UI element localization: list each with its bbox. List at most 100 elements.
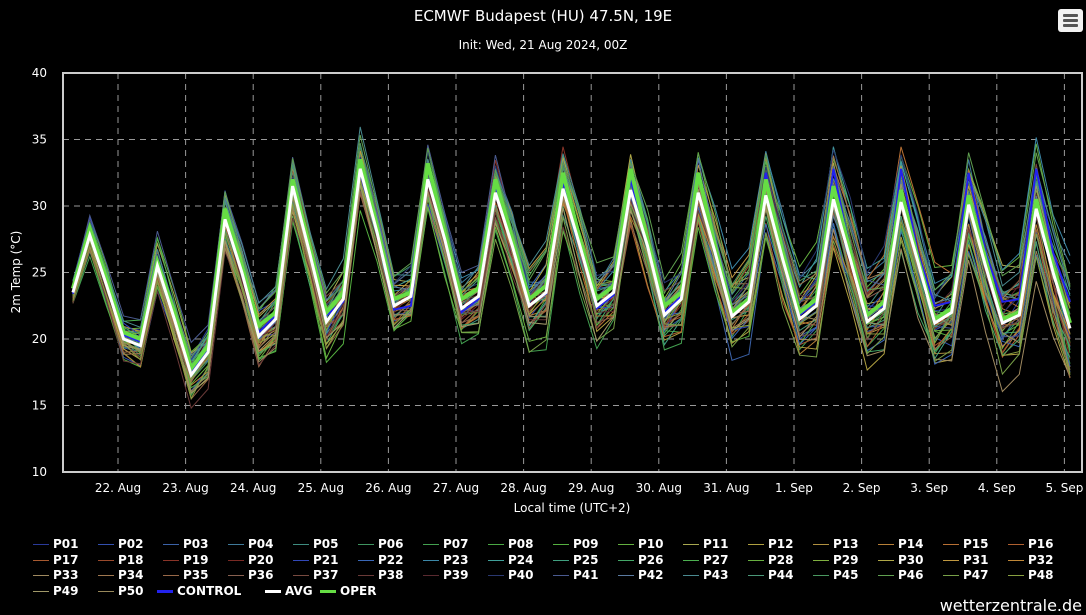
legend-swatch <box>98 575 114 576</box>
avg-line <box>71 168 1072 379</box>
legend-swatch <box>265 589 281 593</box>
legend-label: P45 <box>833 568 859 582</box>
legend-swatch <box>488 544 504 545</box>
legend-label: P10 <box>638 537 664 551</box>
legend-label: P34 <box>118 568 144 582</box>
legend-item-p50[interactable]: P50 <box>98 584 144 599</box>
legend-item-p25[interactable]: P25 <box>553 553 599 568</box>
chart-subtitle: Init: Wed, 21 Aug 2024, 00Z <box>458 38 628 52</box>
legend-label: P14 <box>898 537 924 551</box>
legend-item-p15[interactable]: P15 <box>943 537 989 552</box>
legend-item-p32[interactable]: P32 <box>1008 553 1054 568</box>
brand-watermark: wetterzentrale.de <box>939 596 1082 615</box>
x-tick-label: 30. Aug <box>636 481 682 495</box>
legend-item-p23[interactable]: P23 <box>423 553 469 568</box>
x-tick-label: 4. Sep <box>978 481 1016 495</box>
legend-item-p44[interactable]: P44 <box>748 568 794 583</box>
legend-item-p03[interactable]: P03 <box>163 537 209 552</box>
legend-item-p46[interactable]: P46 <box>878 568 924 583</box>
legend-item-p35[interactable]: P35 <box>163 568 209 583</box>
legend-item-p31[interactable]: P31 <box>943 553 989 568</box>
legend-item-p41[interactable]: P41 <box>553 568 599 583</box>
legend-label: P15 <box>963 537 989 551</box>
legend-item-p47[interactable]: P47 <box>943 568 989 583</box>
legend-swatch <box>1008 544 1024 545</box>
legend-swatch <box>748 559 764 561</box>
legend-item-p17[interactable]: P17 <box>33 553 79 568</box>
legend-item-p01[interactable]: P01 <box>33 537 79 552</box>
legend-swatch <box>618 575 634 576</box>
legend-item-p12[interactable]: P12 <box>748 537 794 552</box>
legend-item-p02[interactable]: P02 <box>98 537 144 552</box>
legend-swatch <box>683 544 699 545</box>
legend-label: P50 <box>118 583 144 598</box>
legend-item-p37[interactable]: P37 <box>293 568 339 583</box>
legend-swatch <box>33 590 49 592</box>
legend-swatch <box>813 544 829 545</box>
legend-item-p40[interactable]: P40 <box>488 568 534 583</box>
legend-item-p04[interactable]: P04 <box>228 537 274 552</box>
legend-label: P42 <box>638 568 664 582</box>
legend-item-p43[interactable]: P43 <box>683 568 729 583</box>
legend-item-p28[interactable]: P28 <box>748 553 794 568</box>
legend-swatch <box>618 559 634 561</box>
legend-item-p14[interactable]: P14 <box>878 537 924 552</box>
legend-item-avg[interactable]: AVG <box>265 584 313 599</box>
legend-item-p19[interactable]: P19 <box>163 553 209 568</box>
legend-label: P24 <box>508 552 534 567</box>
legend-item-p48[interactable]: P48 <box>1008 568 1054 583</box>
legend-item-p45[interactable]: P45 <box>813 568 859 583</box>
legend-label: P29 <box>833 552 859 567</box>
legend-item-p27[interactable]: P27 <box>683 553 729 568</box>
legend-label: P43 <box>703 568 729 582</box>
legend-item-oper[interactable]: OPER <box>320 584 376 599</box>
hamburger-menu-icon[interactable] <box>1058 9 1083 32</box>
legend-item-p38[interactable]: P38 <box>358 568 404 583</box>
legend-label: P06 <box>378 537 404 551</box>
legend-item-p13[interactable]: P13 <box>813 537 859 552</box>
legend-item-p06[interactable]: P06 <box>358 537 404 552</box>
x-tick-label: 3. Sep <box>910 481 948 495</box>
legend-item-p10[interactable]: P10 <box>618 537 664 552</box>
legend-label: P23 <box>443 552 469 567</box>
legend-item-p36[interactable]: P36 <box>228 568 274 583</box>
y-tick-label: 35 <box>32 133 47 147</box>
legend-swatch <box>553 544 569 545</box>
legend-item-control[interactable]: CONTROL <box>157 584 241 599</box>
legend-item-p33[interactable]: P33 <box>33 568 79 583</box>
legend-item-p18[interactable]: P18 <box>98 553 144 568</box>
legend-label: P47 <box>963 568 989 582</box>
legend-item-p22[interactable]: P22 <box>358 553 404 568</box>
legend-swatch <box>423 575 439 576</box>
legend-label: P19 <box>183 552 209 567</box>
legend-item-p11[interactable]: P11 <box>683 537 729 552</box>
legend-item-p20[interactable]: P20 <box>228 553 274 568</box>
legend-item-p29[interactable]: P29 <box>813 553 859 568</box>
legend-label: P07 <box>443 537 469 551</box>
main-series <box>70 158 1072 379</box>
legend-item-p09[interactable]: P09 <box>553 537 599 552</box>
legend-item-p39[interactable]: P39 <box>423 568 469 583</box>
legend-item-p24[interactable]: P24 <box>488 553 534 568</box>
legend-item-p08[interactable]: P08 <box>488 537 534 552</box>
legend-swatch <box>683 559 699 561</box>
legend-label: P25 <box>573 552 599 567</box>
legend-item-p49[interactable]: P49 <box>33 584 79 599</box>
legend-item-p21[interactable]: P21 <box>293 553 339 568</box>
legend-label: P35 <box>183 568 209 582</box>
legend-label: P26 <box>638 552 664 567</box>
legend-label: P28 <box>768 552 794 567</box>
x-axis-label: Local time (UTC+2) <box>514 501 631 515</box>
plot-frame <box>62 72 1083 473</box>
legend-swatch <box>943 575 959 576</box>
legend-item-p26[interactable]: P26 <box>618 553 664 568</box>
legend-item-p30[interactable]: P30 <box>878 553 924 568</box>
legend-swatch <box>553 575 569 576</box>
legend-item-p34[interactable]: P34 <box>98 568 144 583</box>
legend-item-p07[interactable]: P07 <box>423 537 469 552</box>
legend-label: CONTROL <box>177 583 242 598</box>
legend-item-p16[interactable]: P16 <box>1008 537 1054 552</box>
legend-item-p05[interactable]: P05 <box>293 537 339 552</box>
legend-swatch <box>157 589 173 593</box>
legend-item-p42[interactable]: P42 <box>618 568 664 583</box>
